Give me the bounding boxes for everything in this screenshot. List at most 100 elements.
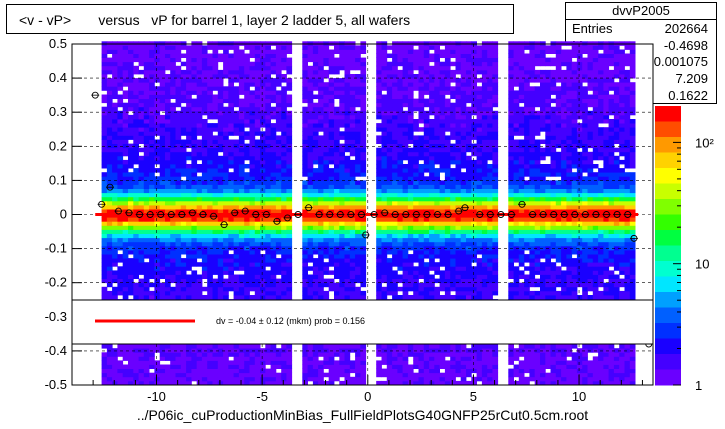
heat-cell [217,348,224,353]
heat-cell [307,237,314,243]
heat-cell [270,295,277,300]
heat-cell [138,237,145,243]
heat-cell [381,200,388,206]
heat-cell [117,368,124,374]
heat-cell [302,65,308,71]
heat-cell [101,258,108,263]
heat-cell [434,139,440,144]
heat-cell [138,135,145,140]
heat-cell [355,344,361,349]
heat-cell [312,45,319,50]
heat-cell [128,188,134,194]
heat-cell [122,45,129,50]
heat-cell [238,86,245,91]
heat-cell [128,205,134,210]
heat-cell [434,250,440,255]
heat-cell [423,380,430,386]
heat-cell [254,151,261,157]
heat-cell [133,82,139,87]
heat-cell [392,180,398,185]
heat-cell [260,254,266,259]
heat-cell [318,278,324,284]
heat-cell [249,250,256,255]
heat-cell [133,372,139,378]
heat-cell [439,61,446,67]
heat-cell [133,282,139,288]
heat-cell [423,168,430,173]
heat-cell [407,274,414,279]
heat-cell [201,65,208,71]
heat-cell [418,364,425,369]
heat-cell [260,266,266,271]
heat-cell [154,114,161,120]
heat-cell [254,209,261,214]
heat-cell [397,225,404,230]
heat-cell [196,356,203,361]
heat-cell [196,94,203,99]
heat-cell [381,233,388,239]
heat-cell [128,180,134,185]
heat-cell [355,53,361,58]
heat-cell [254,94,261,99]
heat-cell [138,123,145,128]
heat-cell [397,344,404,349]
heat-cell [323,184,330,189]
heat-cell [286,295,293,300]
heat-cell [302,364,308,369]
heat-cell [444,380,451,386]
heat-cell [180,348,187,353]
heat-cell [201,57,208,63]
heat-cell [233,221,240,226]
heat-cell [180,90,187,95]
heat-cell [407,57,414,63]
heat-cell [154,192,161,198]
heat-cell [302,135,308,140]
heat-cell [122,69,129,75]
heat-cell [381,196,388,202]
heat-cell [159,274,166,279]
heat-cell [302,57,308,63]
heat-cell [423,360,430,365]
heat-cell [360,368,367,374]
heat-cell [360,61,367,67]
heat-cell [286,209,293,214]
heat-cell [207,262,213,267]
heat-cell [275,376,282,382]
heat-cell [376,270,382,275]
heat-cell [344,69,351,75]
heat-cell [201,262,208,267]
heat-cell [244,380,250,386]
heat-cell [191,217,198,222]
heat-cell [233,258,240,263]
heat-cell [360,254,367,259]
heat-cell [159,139,166,144]
heat-cell [349,380,356,386]
heat-cell [122,135,129,140]
heat-cell [122,372,129,378]
heat-cell [407,237,414,243]
heat-cell [238,188,245,194]
heat-cell [180,114,187,120]
heat-cell [149,139,155,144]
heat-cell [238,380,245,386]
heat-cell [223,147,229,153]
heat-cell [334,147,340,153]
heat-cell [270,205,277,210]
heat-cell [170,380,176,386]
heat-cell [133,209,139,214]
heat-cell [196,78,203,83]
heat-cell [159,69,166,75]
heat-cell [138,172,145,177]
heat-cell [450,196,456,202]
heat-cell [180,217,187,222]
heat-cell [286,233,293,239]
heat-cell [260,286,266,292]
heat-cell [249,245,256,251]
heat-cell [244,45,250,50]
heat-cell [397,168,404,173]
heat-cell [429,200,435,206]
heat-cell [238,131,245,136]
heat-cell [402,372,409,378]
heat-cell [233,139,240,144]
heat-cell [238,192,245,198]
